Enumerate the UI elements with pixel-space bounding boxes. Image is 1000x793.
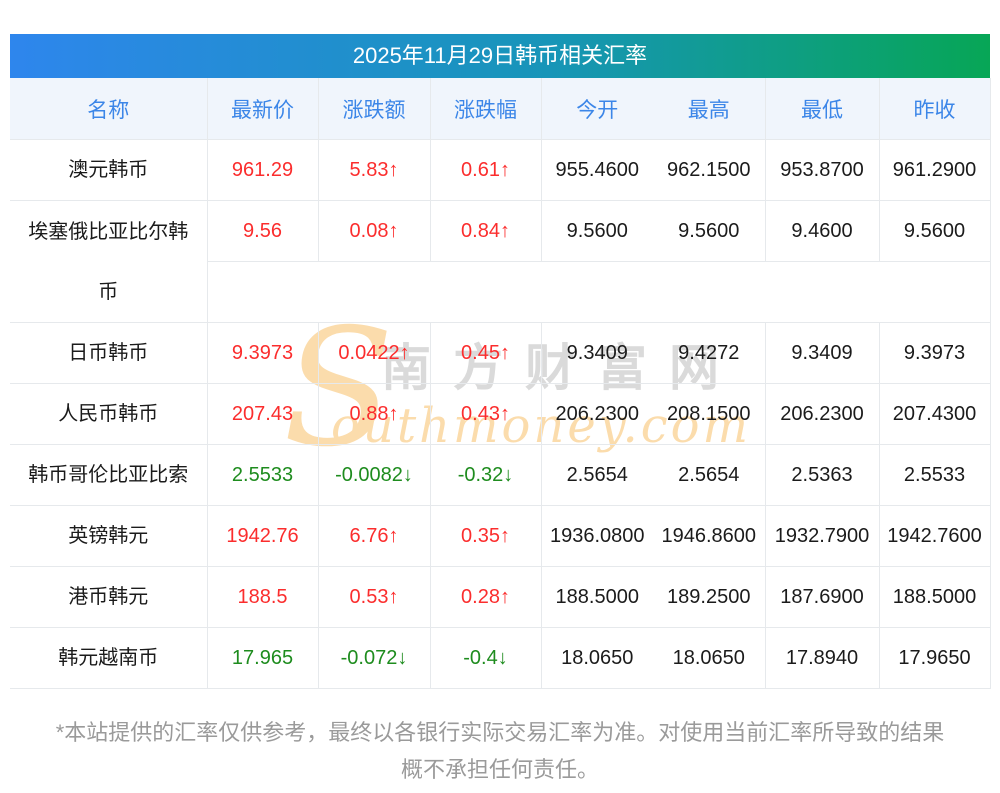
cell-high: 962.1500: [653, 139, 766, 201]
cell-last-price: 17.965: [207, 627, 319, 689]
cell-open: 9.5600: [541, 200, 653, 262]
header-row: 名称 最新价 涨跌额 涨跌幅 今开 最高 最低 昨收: [10, 78, 991, 140]
col-header-prev: 昨收: [879, 78, 991, 140]
cell-high: 189.2500: [653, 566, 766, 628]
cell-low: 206.2300: [765, 383, 880, 445]
cell-empty: [430, 261, 541, 323]
cell-open: 955.4600: [541, 139, 653, 201]
table-row: 澳元韩币 961.29 5.83↑ 0.61↑ 955.4600 962.150…: [10, 139, 991, 201]
cell-low: 187.6900: [765, 566, 880, 628]
cell-change-pct: 0.28↑: [430, 566, 542, 628]
cell-open: 9.3409: [541, 322, 653, 384]
table-row: 人民币韩币 207.43 0.88↑ 0.43↑ 206.2300 208.15…: [10, 383, 991, 445]
cell-high: 9.5600: [653, 200, 766, 262]
col-header-change: 涨跌额: [318, 78, 431, 140]
cell-change-pct: -0.4↓: [430, 627, 542, 689]
cell-prev-close: 1942.7600: [879, 505, 991, 567]
table-row: 日币韩币 9.3973 0.0422↑ 0.45↑ 9.3409 9.4272 …: [10, 322, 991, 384]
page-title: 2025年11月29日韩币相关汇率: [10, 34, 990, 78]
cell-empty: [541, 261, 653, 323]
cell-change: -0.0082↓: [318, 444, 431, 506]
disclaimer-line-2: 概不承担任何责任。: [400, 757, 599, 782]
cell-change-pct: 0.84↑: [430, 200, 542, 262]
table-row: 韩元越南币 17.965 -0.072↓ -0.4↓ 18.0650 18.06…: [10, 627, 991, 689]
cell-empty: [653, 261, 765, 323]
cell-empty: [318, 261, 430, 323]
cell-prev-close: 2.5533: [879, 444, 991, 506]
cell-open: 18.0650: [541, 627, 653, 689]
cell-change: 5.83↑: [318, 139, 431, 201]
cell-pair-name: 澳元韩币: [10, 139, 208, 201]
cell-pair-name: 日币韩币: [10, 322, 208, 384]
col-header-high: 最高: [653, 78, 766, 140]
cell-prev-close: 961.2900: [879, 139, 991, 201]
cell-prev-close: 188.5000: [879, 566, 991, 628]
cell-last-price: 9.3973: [207, 322, 319, 384]
cell-pair-name: 埃塞俄比亚比尔韩币: [10, 200, 208, 323]
cell-empty: [765, 261, 879, 323]
cell-high: 2.5654: [653, 444, 766, 506]
cell-pair-name: 韩币哥伦比亚比索: [10, 444, 208, 506]
cell-pair-name: 英镑韩元: [10, 505, 208, 567]
table-row: 英镑韩元 1942.76 6.76↑ 0.35↑ 1936.0800 1946.…: [10, 505, 991, 567]
cell-low: 1932.7900: [765, 505, 880, 567]
cell-prev-close: 207.4300: [879, 383, 991, 445]
col-header-last: 最新价: [207, 78, 319, 140]
cell-prev-close: 9.5600: [879, 200, 991, 262]
cell-change-pct: -0.32↓: [430, 444, 542, 506]
cell-open: 188.5000: [541, 566, 653, 628]
cell-last-price: 188.5: [207, 566, 319, 628]
cell-pair-name: 人民币韩币: [10, 383, 208, 445]
cell-change: 0.53↑: [318, 566, 431, 628]
col-header-open: 今开: [541, 78, 653, 140]
table-row: 港币韩元 188.5 0.53↑ 0.28↑ 188.5000 189.2500…: [10, 566, 991, 628]
table-row-overflow: [10, 261, 991, 323]
cell-change: 0.88↑: [318, 383, 431, 445]
cell-empty: [207, 261, 318, 323]
cell-low: 9.3409: [765, 322, 880, 384]
cell-change: 6.76↑: [318, 505, 431, 567]
cell-change-pct: 0.61↑: [430, 139, 542, 201]
cell-last-price: 1942.76: [207, 505, 319, 567]
cell-change-pct: 0.43↑: [430, 383, 542, 445]
cell-prev-close: 9.3973: [879, 322, 991, 384]
cell-change: 0.0422↑: [318, 322, 431, 384]
cell-high: 1946.8600: [653, 505, 766, 567]
cell-low: 17.8940: [765, 627, 880, 689]
cell-prev-close: 17.9650: [879, 627, 991, 689]
col-header-low: 最低: [765, 78, 880, 140]
cell-last-price: 9.56: [207, 200, 319, 262]
cell-low: 953.8700: [765, 139, 880, 201]
cell-last-price: 207.43: [207, 383, 319, 445]
disclaimer-line-1: *本站提供的汇率仅供参考，最终以各银行实际交易汇率为准。对使用当前汇率所导致的结…: [55, 720, 945, 745]
cell-change-pct: 0.45↑: [430, 322, 542, 384]
table-row: 韩币哥伦比亚比索 2.5533 -0.0082↓ -0.32↓ 2.5654 2…: [10, 444, 991, 506]
cell-high: 9.4272: [653, 322, 766, 384]
cell-pair-name: 港币韩元: [10, 566, 208, 628]
col-header-name: 名称: [10, 78, 208, 140]
cell-open: 206.2300: [541, 383, 653, 445]
cell-last-price: 961.29: [207, 139, 319, 201]
cell-change-pct: 0.35↑: [430, 505, 542, 567]
disclaimer: *本站提供的汇率仅供参考，最终以各银行实际交易汇率为准。对使用当前汇率所导致的结…: [10, 714, 990, 788]
cell-empty: [879, 261, 991, 323]
cell-change: 0.08↑: [318, 200, 431, 262]
cell-open: 1936.0800: [541, 505, 653, 567]
cell-high: 208.1500: [653, 383, 766, 445]
table-row: 埃塞俄比亚比尔韩币 9.56 0.08↑ 0.84↑ 9.5600 9.5600…: [10, 200, 991, 323]
cell-open: 2.5654: [541, 444, 653, 506]
col-header-pct: 涨跌幅: [430, 78, 542, 140]
cell-high: 18.0650: [653, 627, 766, 689]
cell-last-price: 2.5533: [207, 444, 319, 506]
cell-low: 2.5363: [765, 444, 880, 506]
exchange-rate-table: 名称 最新价 涨跌额 涨跌幅 今开 最高 最低 昨收 澳元韩币 961.29 5…: [10, 78, 991, 689]
cell-pair-name: 韩元越南币: [10, 627, 208, 689]
cell-change: -0.072↓: [318, 627, 431, 689]
cell-low: 9.4600: [765, 200, 880, 262]
